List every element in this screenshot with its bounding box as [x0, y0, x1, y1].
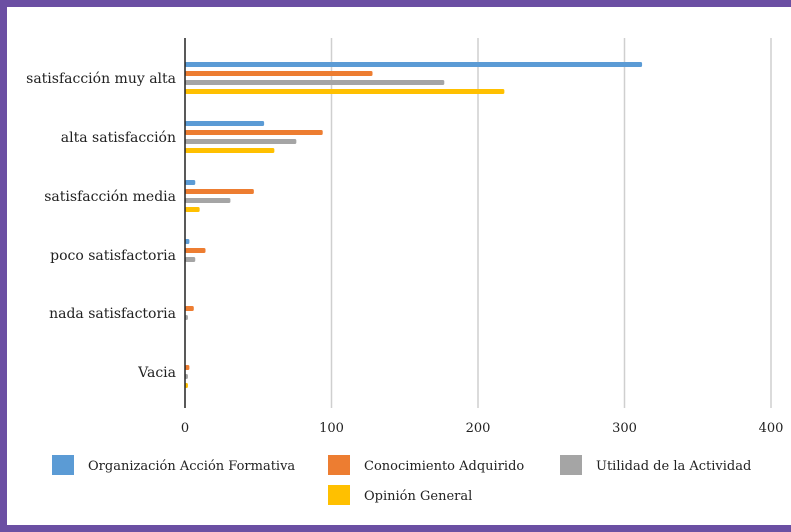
bar-4-2 — [185, 148, 275, 153]
bar-1-4 — [185, 239, 190, 244]
bar-3-2 — [185, 139, 297, 144]
legend-swatch — [52, 455, 74, 475]
bar-1-2 — [185, 121, 265, 126]
bar-2-2 — [185, 130, 323, 135]
category-label: alta satisfacción — [61, 130, 176, 146]
bar-2-1 — [185, 71, 373, 76]
bar-4-1 — [185, 89, 505, 94]
bar-1-3 — [185, 180, 196, 185]
legend-label: Utilidad de la Actividad — [596, 459, 751, 474]
bar-2-5 — [185, 306, 194, 311]
legend-swatch — [328, 455, 350, 475]
x-tick-label: 0 — [181, 421, 189, 436]
x-tick-label: 300 — [612, 421, 637, 436]
bar-3-1 — [185, 80, 445, 85]
bar-3-4 — [185, 257, 196, 262]
bar-2-6 — [185, 365, 190, 370]
bar-1-1 — [185, 62, 643, 67]
category-label: poco satisfactoria — [50, 248, 176, 264]
category-label: nada satisfactoria — [49, 306, 176, 322]
x-tick-label: 200 — [466, 421, 491, 436]
category-label: Vacia — [137, 365, 176, 381]
bar-3-3 — [185, 198, 231, 203]
legend-label: Conocimiento Adquirido — [364, 459, 524, 474]
legend-swatch — [328, 485, 350, 505]
x-tick-label: 100 — [319, 421, 344, 436]
category-label: satisfacción muy alta — [26, 71, 176, 87]
bar-2-3 — [185, 189, 254, 194]
bar-2-4 — [185, 248, 206, 253]
category-label: satisfacción media — [44, 189, 176, 205]
legend-label: Organización Acción Formativa — [88, 459, 295, 474]
bar-4-3 — [185, 207, 200, 212]
x-tick-label: 400 — [759, 421, 784, 436]
legend-label: Opinión General — [364, 489, 472, 504]
legend-swatch — [560, 455, 582, 475]
